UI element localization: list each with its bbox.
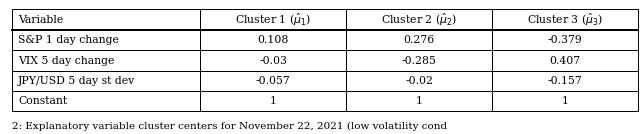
Bar [492, 9, 638, 30]
Text: -0.03: -0.03 [259, 56, 287, 66]
Bar [200, 30, 346, 50]
Text: 0.276: 0.276 [404, 35, 435, 45]
Text: 1: 1 [416, 96, 422, 106]
Bar [346, 50, 492, 71]
Text: 1: 1 [270, 96, 276, 106]
Text: Variable: Variable [18, 15, 63, 25]
Bar [346, 30, 492, 50]
Bar [200, 71, 346, 91]
Text: 2: Explanatory variable cluster centers for November 22, 2021 (low volatility co: 2: Explanatory variable cluster centers … [12, 121, 447, 131]
Bar [200, 91, 346, 111]
Bar [492, 30, 638, 50]
Text: 1: 1 [562, 96, 568, 106]
Text: VIX 5 day change: VIX 5 day change [18, 56, 115, 66]
Bar [12, 50, 200, 71]
Bar [346, 91, 492, 111]
Bar [492, 91, 638, 111]
Text: -0.02: -0.02 [405, 76, 433, 86]
Bar [12, 30, 200, 50]
Text: 0.108: 0.108 [257, 35, 289, 45]
Text: Cluster 1 ($\hat{\mu}_1$): Cluster 1 ($\hat{\mu}_1$) [236, 12, 311, 28]
Bar [12, 91, 200, 111]
Text: -0.285: -0.285 [402, 56, 436, 66]
Text: -0.057: -0.057 [256, 76, 291, 86]
Bar [12, 9, 200, 30]
Bar [200, 50, 346, 71]
Bar [200, 9, 346, 30]
Text: -0.379: -0.379 [548, 35, 582, 45]
Text: Cluster 2 ($\hat{\mu}_2$): Cluster 2 ($\hat{\mu}_2$) [381, 12, 457, 28]
Text: S&P 1 day change: S&P 1 day change [18, 35, 119, 45]
Text: Constant: Constant [18, 96, 67, 106]
Bar [346, 71, 492, 91]
Bar [492, 50, 638, 71]
Bar [492, 71, 638, 91]
Bar [12, 71, 200, 91]
Text: 0.407: 0.407 [550, 56, 580, 66]
Text: JPY/USD 5 day st dev: JPY/USD 5 day st dev [18, 76, 135, 86]
Bar [346, 9, 492, 30]
Text: -0.157: -0.157 [548, 76, 582, 86]
Text: Cluster 3 ($\hat{\mu}_3$): Cluster 3 ($\hat{\mu}_3$) [527, 12, 603, 28]
